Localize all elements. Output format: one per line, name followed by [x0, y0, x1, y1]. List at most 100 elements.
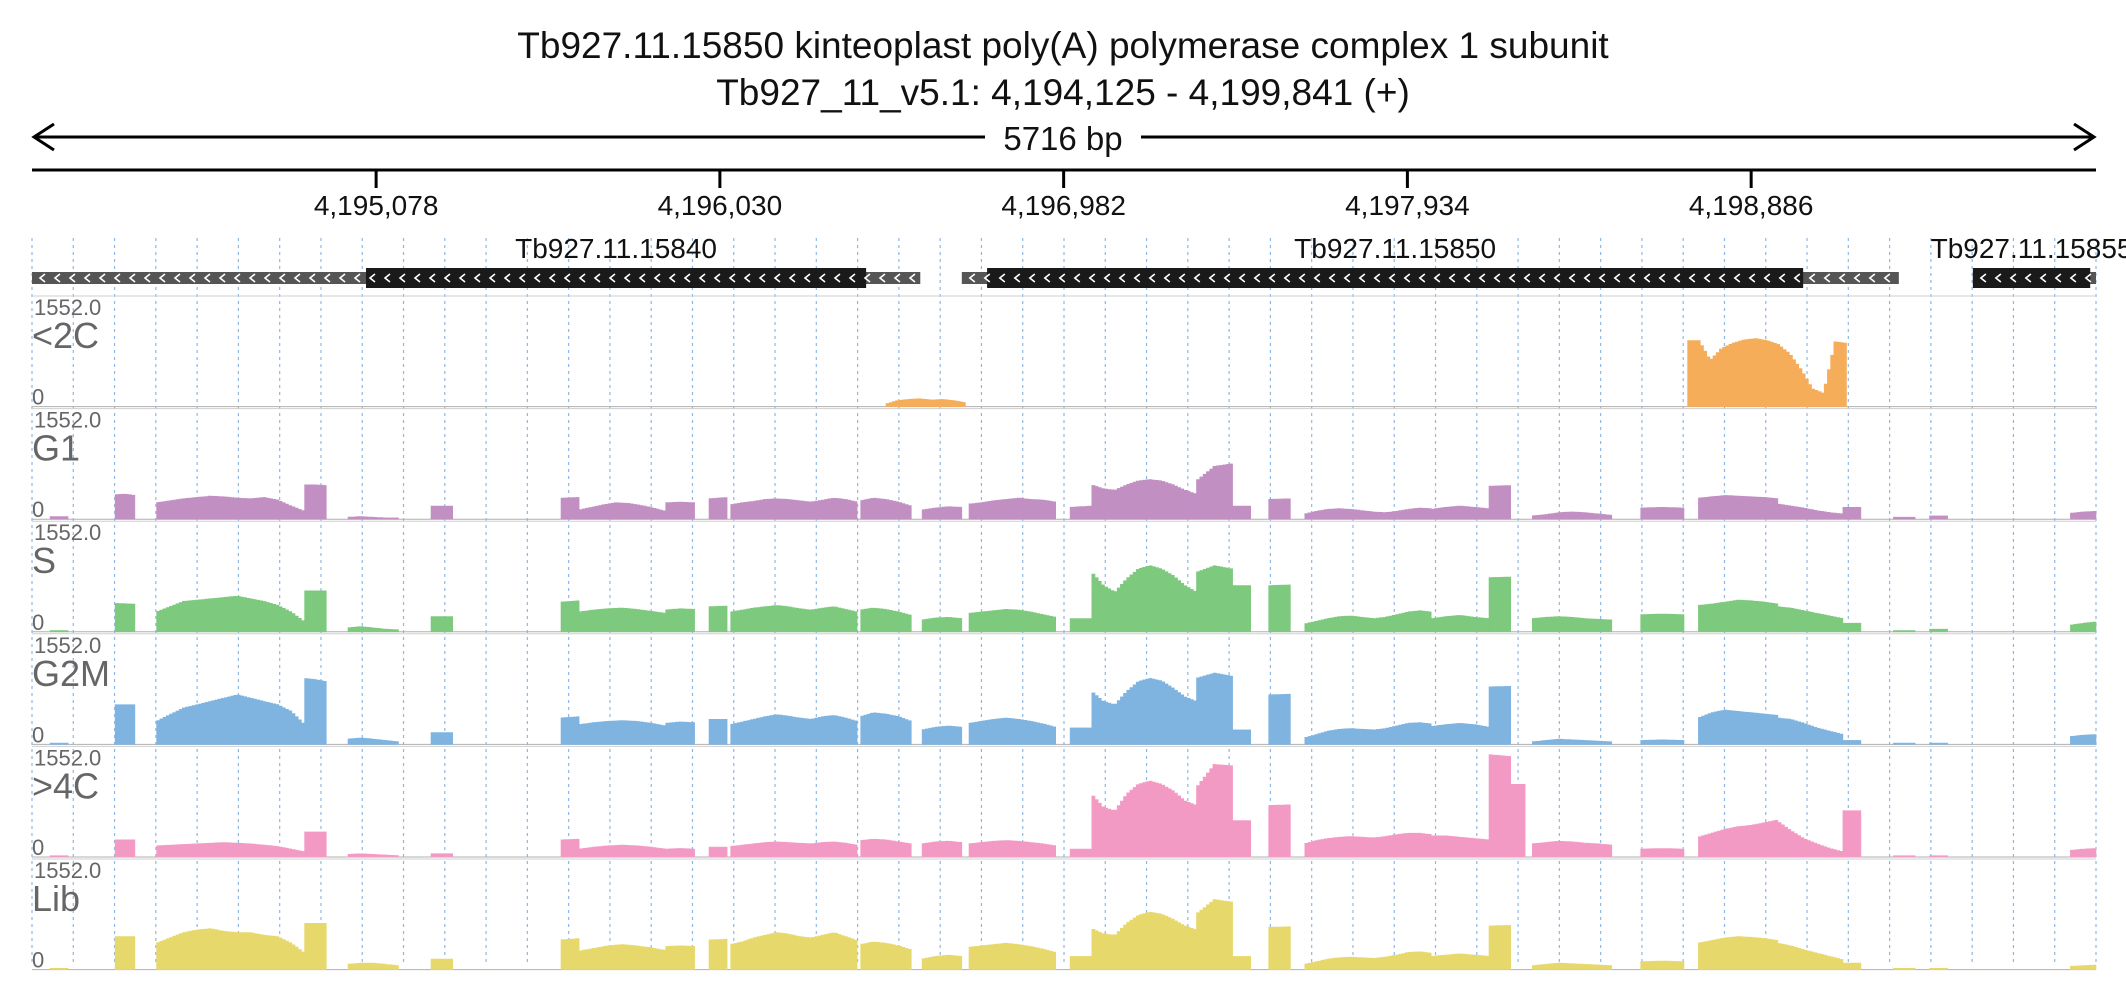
- strand-chevron: [1508, 273, 1516, 283]
- strand-chevron: [323, 273, 331, 283]
- strand-chevron: [1853, 273, 1861, 283]
- strand-chevron: [1043, 273, 1051, 283]
- strand-chevron: [218, 273, 226, 283]
- strand-chevron: [1673, 273, 1681, 283]
- strand-chevron: [293, 273, 301, 283]
- coverage-block: [1698, 495, 1779, 520]
- coverage-block: [921, 840, 963, 858]
- coverage-block: [578, 844, 667, 858]
- coverage-block: [1488, 925, 1511, 970]
- strand-chevron: [1583, 273, 1591, 283]
- gene-label: Tb927.11.15855: [1931, 233, 2126, 264]
- coverage-block: [1232, 956, 1251, 970]
- strand-chevron: [1463, 273, 1471, 283]
- strand-chevron: [338, 273, 346, 283]
- strand-chevron: [1343, 273, 1351, 283]
- strand-chevron: [83, 273, 91, 283]
- coverage-block: [1640, 613, 1685, 633]
- strand-chevron: [758, 273, 766, 283]
- coverage-block: [1304, 507, 1432, 520]
- track-name: >4C: [32, 765, 99, 806]
- coverage-block: [114, 936, 136, 970]
- coverage-block: [304, 678, 327, 745]
- strand-chevron: [833, 273, 841, 283]
- strand-chevron: [413, 273, 421, 283]
- strand-chevron: [1553, 273, 1561, 283]
- coverage-block: [708, 846, 728, 858]
- coverage-block: [1532, 738, 1613, 745]
- coverage-block: [1232, 729, 1251, 745]
- strand-chevron: [1178, 273, 1186, 283]
- strand-chevron: [1523, 273, 1531, 283]
- strand-chevron: [563, 273, 571, 283]
- coverage-block: [156, 694, 305, 745]
- track-max-label: 1552.0: [34, 745, 101, 770]
- strand-chevron: [1013, 273, 1021, 283]
- coverage-block: [347, 737, 399, 745]
- coverage-block: [860, 838, 912, 858]
- strand-chevron: [653, 273, 661, 283]
- strand-chevron: [353, 273, 361, 283]
- coverage-block: [885, 398, 966, 407]
- strand-chevron: [1688, 273, 1696, 283]
- coverage-block: [1488, 754, 1511, 858]
- strand-chevron: [1268, 273, 1276, 283]
- coverage-block: [1268, 926, 1291, 970]
- strand-chevron: [308, 273, 316, 283]
- span-label-background: [985, 120, 1141, 156]
- coverage-block: [49, 516, 69, 520]
- coverage-block: [430, 958, 454, 970]
- span-label: 5716 bp: [1003, 120, 1122, 157]
- strand-chevron: [863, 273, 871, 283]
- coverage-block: [1698, 819, 1779, 858]
- coverage-block: [347, 626, 399, 633]
- coverage-block: [665, 848, 695, 858]
- track-name: Lib: [32, 878, 80, 919]
- coverage-block: [347, 853, 399, 858]
- coverage-block: [49, 855, 69, 858]
- strand-chevron: [1238, 273, 1246, 283]
- coverage-block: [1430, 505, 1490, 520]
- coverage-block: [921, 954, 963, 970]
- coverage-block: [1069, 505, 1093, 520]
- coverage-block: [1842, 506, 1862, 520]
- coverage-block: [665, 501, 695, 520]
- strand-chevron: [623, 273, 631, 283]
- coverage-block: [304, 922, 327, 970]
- strand-chevron: [1568, 273, 1576, 283]
- coverage-block: [1304, 610, 1432, 633]
- strand-chevron: [878, 273, 886, 283]
- coverage-block: [430, 616, 454, 633]
- strand-chevron: [1979, 273, 1987, 283]
- coverage-block: [1532, 840, 1613, 858]
- strand-chevron: [548, 273, 556, 283]
- coverage-block: [1091, 780, 1197, 858]
- coverage-block: [1196, 672, 1233, 745]
- track-name: <2C: [32, 315, 99, 356]
- track-min-label: 0: [32, 835, 44, 860]
- strand-chevron: [113, 273, 121, 283]
- coverage-block: [1893, 855, 1916, 858]
- coverage-block: [968, 717, 1056, 745]
- strand-chevron: [143, 273, 151, 283]
- coverage-block: [921, 616, 963, 633]
- track-name: G1: [32, 428, 80, 469]
- coverage-block: [860, 712, 912, 745]
- coverage-block: [1488, 576, 1511, 633]
- coverage-block: [665, 608, 695, 633]
- coverage-block: [114, 603, 136, 633]
- coverage-block: [560, 838, 580, 858]
- coverage-block: [1091, 565, 1197, 633]
- coverage-block: [304, 484, 327, 520]
- coverage-block: [1640, 739, 1685, 745]
- track-name: G2M: [32, 653, 110, 694]
- coverage-block: [156, 842, 305, 858]
- strand-chevron: [638, 273, 646, 283]
- strand-chevron: [1103, 273, 1111, 283]
- strand-chevron: [1073, 273, 1081, 283]
- coverage-block: [1532, 511, 1613, 520]
- coverage-block: [1268, 584, 1291, 633]
- track-min-label: 0: [32, 610, 44, 635]
- coverage-block: [730, 932, 858, 970]
